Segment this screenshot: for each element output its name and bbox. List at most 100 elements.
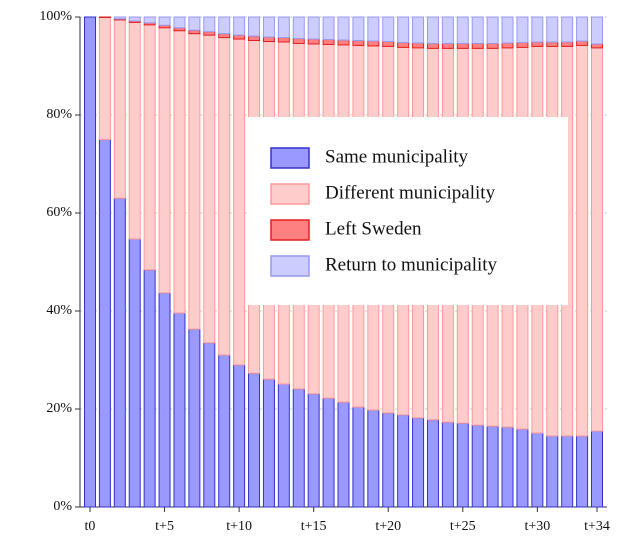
bar-segment [441,16,454,44]
bar-segment [98,139,111,508]
bar-segment [158,16,171,26]
legend-label: Different municipality [325,182,496,203]
bar-segment [576,16,589,42]
x-tick-label: t+25 [450,519,476,534]
bar-segment [382,41,395,47]
bar-segment [128,21,141,240]
bar-segment [397,41,410,48]
bar-segment [471,424,484,508]
bar-segment [486,42,499,49]
legend-label: Left Sweden [325,218,422,239]
bar-segment [277,383,290,508]
bar-segment [591,16,603,45]
bar-segment [382,16,395,42]
bar-segment [501,426,514,508]
y-tick-label: 0% [53,499,72,514]
bar-segment [248,372,261,508]
bar-segment [218,16,231,35]
legend-swatch [270,183,310,205]
x-tick-label: t+10 [226,519,252,534]
bar-segment [441,42,454,49]
bar-segment [531,432,544,508]
bar-segment [233,16,246,36]
bar-segment [218,37,231,356]
bar-segment [113,19,126,199]
bar-segment [412,42,425,49]
bar-segment [471,42,484,49]
x-tick-label: t+5 [155,519,174,534]
bar-segment [367,16,380,42]
bar-segment [516,41,529,48]
bar-segment [113,16,126,20]
bar-segment [128,16,141,22]
bar-segment [173,30,186,314]
y-tick-label: 80% [46,107,72,122]
bar-segment [412,417,425,508]
bar-segment [397,414,410,508]
bar-segment [337,39,350,46]
bar-segment [292,38,305,44]
legend-box [247,117,568,305]
legend-swatch [270,219,310,241]
bar-segment [591,47,603,432]
bar-segment [233,364,246,508]
bar-segment [203,16,216,33]
bar-segment [531,41,544,47]
bar-segment [158,27,171,294]
bar-segment [218,33,231,39]
x-tick-label: t+15 [301,519,327,534]
bar-segment [262,16,275,38]
bar-segment [576,40,589,46]
bar-segment [531,16,544,43]
bar-segment [322,397,335,508]
bar-segment [203,342,216,508]
bar-segment [277,16,290,39]
bar-segment [591,43,603,49]
bar-segment [322,39,335,45]
bar-segment [456,16,469,44]
bar-segment [143,24,156,271]
bar-segment [128,238,141,508]
bar-segment [292,16,305,40]
bar-segment [397,16,410,43]
bar-segment [143,269,156,508]
bar-segment [158,292,171,508]
y-tick-label: 100% [39,9,72,24]
bar-segment [262,36,275,42]
bar-segment [367,40,380,47]
bar-segment [337,16,350,41]
bar-segment [173,312,186,508]
bar-segment [546,16,559,43]
bar-segment [546,41,559,47]
y-tick-label: 40% [46,303,72,318]
bar-segment [233,34,246,40]
y-tick-label: 20% [46,401,72,416]
bar-segment [203,31,216,36]
bar-segment [456,42,469,49]
bar-segment [576,44,589,437]
legend-swatch [270,255,310,277]
bar-segment [218,354,231,508]
bar-segment [352,406,365,508]
bar-segment [188,33,201,330]
bar-segment [188,328,201,508]
bar-segment [233,38,246,366]
x-tick-label: t+34 [584,519,610,534]
legend-swatch [270,147,310,169]
bar-segment [546,435,559,508]
bar-segment [322,16,335,41]
bar-segment [561,435,574,508]
bar-segment [307,16,320,40]
bar-segment [412,16,425,44]
legend: Same municipality Different municipality L… [247,117,568,305]
bar-segment [188,29,201,35]
x-tick-label: t+20 [375,519,401,534]
bar-segment [352,40,365,46]
bar-segment [516,16,529,43]
bar-segment [188,16,201,31]
bar-segment [98,16,111,141]
bar-segment [262,378,275,508]
bar-segment [307,393,320,508]
bar-segment [173,16,186,29]
bar-segment [382,412,395,508]
